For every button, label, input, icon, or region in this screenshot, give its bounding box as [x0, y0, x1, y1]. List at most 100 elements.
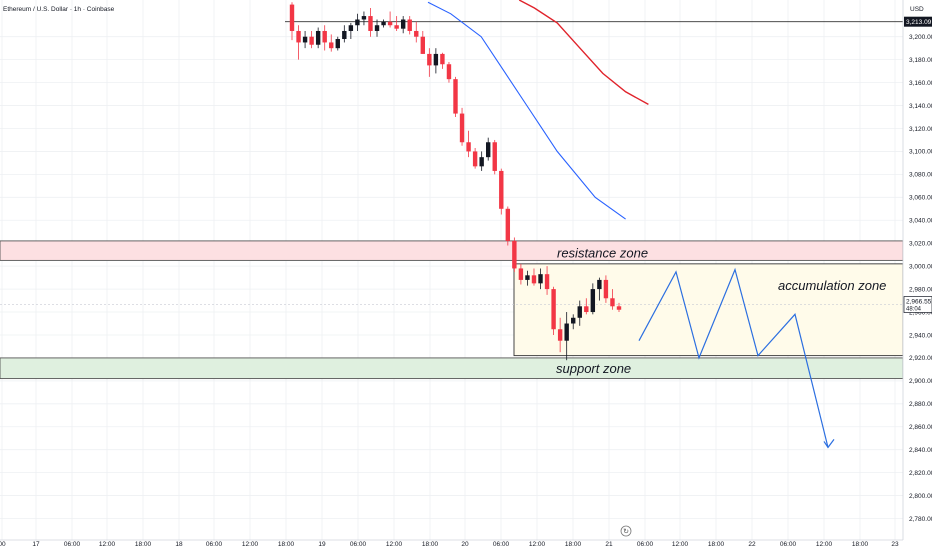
- candle: [407, 16, 412, 35]
- candle: [414, 21, 419, 43]
- y-tick-label: 2,800.00: [909, 493, 932, 500]
- candle-body: [577, 306, 582, 318]
- y-tick-label: 3,100.00: [909, 149, 932, 156]
- x-tick-label: 12:00: [816, 541, 833, 548]
- candle-body: [525, 275, 530, 280]
- candle: [427, 48, 432, 77]
- candle: [518, 263, 524, 285]
- x-tick-label: 06:00: [206, 541, 223, 548]
- candle-body: [315, 30, 321, 45]
- candle-body: [557, 329, 563, 341]
- candle-body: [472, 151, 478, 167]
- candle-body: [499, 170, 504, 209]
- candle: [472, 147, 478, 169]
- candle: [525, 270, 530, 286]
- projection-line: [638, 267, 829, 448]
- x-tick-label: 00: [0, 541, 6, 548]
- candle: [361, 11, 367, 26]
- candle-body: [551, 289, 556, 330]
- candle-body: [414, 30, 419, 37]
- candle-body: [571, 317, 576, 324]
- x-tick-label: 12:00: [242, 541, 259, 548]
- x-tick-label: 18:00: [135, 541, 152, 548]
- top-price-tag: [904, 16, 932, 27]
- candle-body: [420, 36, 425, 54]
- y-tick-label: 3,080.00: [909, 172, 932, 179]
- y-tick-label: 2,900.00: [909, 378, 932, 385]
- candle-body: [531, 275, 537, 284]
- candle-body: [486, 142, 491, 158]
- y-tick-label: 3,020.00: [909, 241, 932, 248]
- y-tick-label: 2,880.00: [909, 401, 932, 408]
- candle-body: [368, 16, 373, 31]
- candle: [309, 30, 314, 49]
- candle-body: [505, 208, 511, 241]
- candle: [374, 19, 380, 37]
- candle: [400, 16, 406, 34]
- candle-body: [296, 30, 301, 43]
- y-tick-label: 2,840.00: [909, 447, 932, 454]
- candle: [512, 237, 517, 272]
- x-axis[interactable]: 00 17 06:00 12:00 18:00 18 06:00 12:00 18:00 19 06…: [0, 539, 903, 548]
- x-tick-label: 12:00: [529, 541, 546, 548]
- x-tick-label: 18:00: [278, 541, 295, 548]
- candle-body: [348, 25, 354, 31]
- x-tick-label: 19: [318, 541, 326, 548]
- x-tick-label: 23: [891, 541, 899, 548]
- candle-body: [329, 42, 334, 49]
- candle: [440, 52, 445, 69]
- candle: [302, 30, 308, 49]
- candle-body: [342, 30, 347, 40]
- candle-body: [309, 36, 314, 45]
- y-tick-label: 3,000.00: [909, 263, 932, 270]
- candle-body: [381, 21, 386, 26]
- candle: [577, 300, 582, 326]
- x-tick-label: 21: [605, 541, 613, 548]
- x-tick-label: 18:00: [565, 541, 582, 548]
- candle: [479, 151, 484, 171]
- x-tick-label: 18:00: [708, 541, 725, 548]
- candle-body: [590, 289, 596, 313]
- support-zone-label: support zone: [556, 361, 631, 376]
- resistance-zone: [0, 240, 904, 261]
- candle-body: [518, 268, 524, 280]
- ma-blue-line: [427, 1, 626, 220]
- candle: [571, 314, 576, 330]
- candle: [551, 286, 556, 335]
- candle-body: [400, 19, 406, 29]
- candle-body: [597, 279, 602, 290]
- candle-body: [289, 4, 295, 31]
- projection-path: [638, 267, 835, 449]
- candle: [289, 2, 295, 41]
- y-tick-label: 3,180.00: [909, 57, 932, 64]
- candle: [368, 8, 373, 37]
- candle: [544, 266, 550, 295]
- candle-body: [302, 36, 308, 43]
- scroll-button[interactable]: ↻: [620, 525, 632, 537]
- candle: [564, 312, 569, 361]
- y-tick-label: 2,860.00: [909, 424, 932, 431]
- candle: [342, 25, 347, 43]
- x-tick-label: 06:00: [350, 541, 367, 548]
- candle-body: [355, 19, 360, 26]
- candle-body: [335, 39, 340, 49]
- y-tick-label: 3,160.00: [909, 80, 932, 87]
- candle: [453, 76, 458, 118]
- y-axis[interactable]: 3,200.00 3,180.00 3,160.00 3,140.00 3,120.00…: [902, 0, 932, 550]
- candle-body: [407, 19, 412, 31]
- current-price-tag: [903, 296, 932, 313]
- candle: [433, 48, 439, 74]
- candle-body: [479, 157, 484, 167]
- candle: [610, 289, 615, 310]
- candle: [387, 11, 393, 28]
- candle: [322, 25, 327, 51]
- candle: [466, 130, 471, 158]
- ma-red-line: [518, 0, 649, 106]
- y-tick-label: 3,140.00: [909, 103, 932, 110]
- candle: [597, 277, 602, 301]
- x-tick-label: 06:00: [780, 541, 797, 548]
- x-tick-label: 22: [748, 541, 756, 548]
- candle-body: [374, 25, 380, 31]
- x-tick-label: 12:00: [99, 541, 116, 548]
